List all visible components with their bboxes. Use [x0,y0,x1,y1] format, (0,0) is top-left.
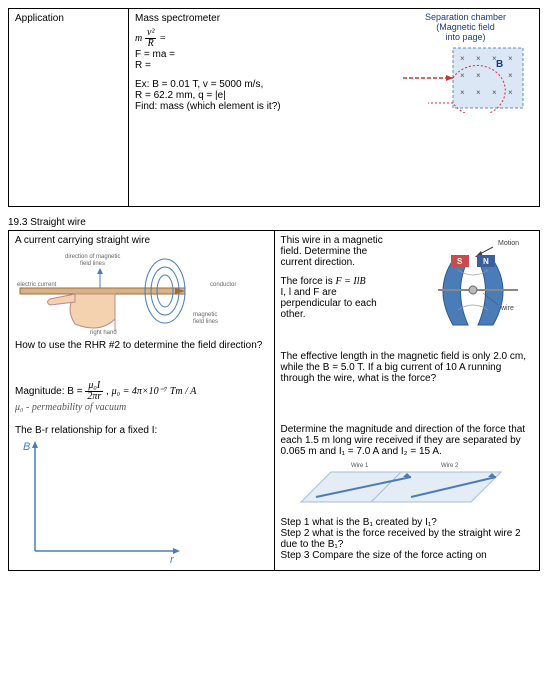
svg-text:×: × [476,54,481,63]
m-symbol: m [135,33,142,44]
magnet-wire-diagram: Motion S N wire [423,235,533,345]
perp1: I, l and F are [281,287,424,298]
cell-application: Application [9,9,129,207]
svg-text:×: × [492,88,497,97]
perp2: perpendicular to each [281,298,424,309]
svg-text:S: S [457,257,463,266]
two-wires-diagram: Wire 1 Wire 2 [281,457,511,517]
step1: Step 1 what is the B₁ created by I₁? [281,517,534,528]
mu0-val: μ₀ = 4π×10⁻⁷ Tm / A [112,386,197,397]
table-straight-wire: A current carrying straight wire directi… [8,230,540,571]
mu0-desc: μ₀ - permeability of vacuum [15,402,268,413]
svg-text:Wire 2: Wire 2 [441,463,459,469]
magnitude-label: Magnitude: B = [15,386,83,397]
b-symbol: B [496,59,503,70]
br-relationship: The B-r relationship for a fixed I: [15,425,268,436]
separation-chamber-block: Separation chamber (Magnetic field into … [398,13,533,113]
p1c: current direction. [281,257,424,268]
svg-text:×: × [508,71,513,80]
frac-den: R [145,39,156,49]
svg-text:r: r [170,554,175,566]
svg-text:right hand: right hand [90,330,117,336]
svg-text:×: × [460,54,465,63]
p1b: field. Determine the [281,246,424,257]
rhr-diagram: direction of magnetic field lines electr… [15,246,265,336]
svg-text:×: × [476,71,481,80]
svg-text:direction of magnetic: direction of magnetic [65,254,120,260]
cell-right: This wire in a magnetic field. Determine… [274,231,540,571]
rhr-question: How to use the RHR #2 to determine the f… [15,340,268,351]
sep-l1: Separation chamber [425,12,506,22]
svg-text:N: N [483,257,489,266]
sep-l2: (Magnetic field [436,22,495,32]
perp3: other. [281,309,424,320]
cell-mass-spectrometer: Separation chamber (Magnetic field into … [129,9,540,207]
svg-text:×: × [460,88,465,97]
p1a: This wire in a magnetic [281,235,424,246]
svg-text:×: × [508,54,513,63]
svg-text:×: × [476,88,481,97]
left-heading: A current carrying straight wire [15,235,268,246]
application-label: Application [15,13,64,24]
svg-text:×: × [508,88,513,97]
svg-text:wire: wire [500,305,514,312]
separation-chamber-diagram: ×××× ××× ×××× B [398,43,528,113]
p2: The effective length in the magnetic fie… [281,351,534,384]
svg-text:field lines: field lines [193,319,218,325]
section-193-title: 19.3 Straight wire [8,217,540,228]
b-r-graph: B r [15,436,185,566]
step2: Step 2 what is the force received by the… [281,528,534,550]
svg-text:conductor: conductor [210,282,236,288]
svg-text:field lines: field lines [80,261,105,267]
svg-text:Wire 1: Wire 1 [351,463,369,469]
eq-sign: = [159,33,166,44]
sep-l3: into page) [445,32,485,42]
table-mass-spectrometer: Application Separation chamber (Magnetic… [8,8,540,207]
svg-text:electric current: electric current [17,282,57,288]
force-eq: F = IlB [336,276,366,287]
svg-text:×: × [460,71,465,80]
mag-den: 2πr [85,392,103,402]
step3: Step 3 Compare the size of the force act… [281,550,534,561]
cell-left: A current carrying straight wire directi… [9,231,275,571]
force-is: The force is [281,276,333,287]
svg-text:Motion: Motion [498,240,519,247]
p3: Determine the magnitude and direction of… [281,424,534,457]
svg-text:B: B [23,441,30,453]
svg-text:magnetic: magnetic [193,312,217,318]
